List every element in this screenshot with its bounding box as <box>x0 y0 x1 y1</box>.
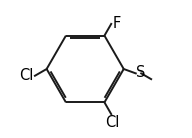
Text: Cl: Cl <box>105 115 119 130</box>
Text: S: S <box>137 65 146 80</box>
Text: F: F <box>113 16 121 31</box>
Text: Cl: Cl <box>19 68 34 83</box>
